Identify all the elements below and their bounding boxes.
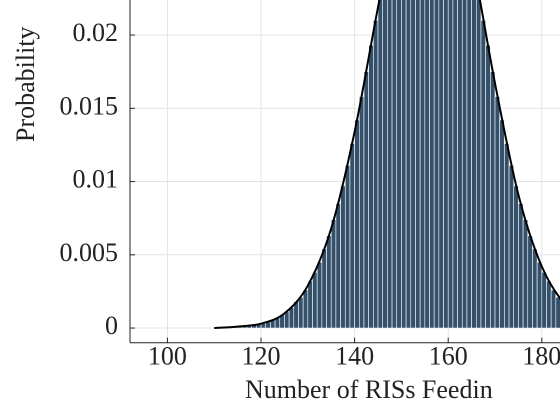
bar: [461, 0, 468, 329]
bar: [522, 219, 529, 329]
bar: [499, 119, 505, 329]
x-tick-label: 140: [335, 342, 374, 371]
y-tick-label: 0.01: [73, 165, 119, 194]
bar: [433, 0, 440, 329]
bar: [508, 165, 515, 329]
bar: [382, 0, 388, 329]
bar: [410, 0, 416, 329]
y-tick-label: 0: [105, 311, 118, 340]
x-tick-label: 180: [522, 342, 560, 371]
x-tick-label: 120: [242, 342, 281, 371]
bar: [349, 143, 355, 329]
axes-layer: 0 0.005 0.01 0.015 0.02 100 120 140 160 180: [60, 0, 560, 371]
bar: [387, 0, 393, 329]
bar: [377, 0, 383, 329]
bar: [415, 0, 421, 329]
bar: [490, 71, 496, 329]
x-axis-label: Number of RISs Feedin: [245, 375, 493, 404]
bar: [555, 296, 560, 329]
bar: [293, 301, 299, 329]
bar: [363, 71, 369, 329]
bar: [494, 96, 500, 329]
bar: [424, 0, 430, 329]
bar: [541, 272, 547, 329]
y-axis-label: Probability: [11, 26, 40, 142]
bar: [307, 280, 313, 329]
bar: [312, 272, 318, 329]
bar: [330, 219, 337, 329]
bar: [359, 96, 365, 329]
bar: [288, 307, 295, 329]
y-tick-label: 0.005: [60, 238, 119, 267]
bar: [457, 0, 463, 329]
bar: [513, 185, 519, 329]
y-tick-label: 0.02: [73, 18, 119, 47]
bar: [284, 311, 290, 329]
x-tick-label: 100: [148, 342, 187, 371]
bar: [326, 235, 332, 329]
marks-layer: [214, 0, 560, 330]
bar: [504, 143, 510, 329]
bar: [536, 261, 543, 329]
bar: [518, 203, 524, 329]
bar: [391, 0, 398, 329]
y-tick-label: 0.015: [60, 91, 119, 120]
bar: [429, 0, 435, 329]
bar: [485, 45, 491, 329]
bar: [373, 20, 379, 329]
bar: [443, 0, 449, 329]
bar: [419, 0, 426, 329]
bar: [302, 289, 309, 329]
bar: [316, 261, 323, 329]
bar: [471, 0, 477, 329]
bar: [344, 165, 351, 329]
bar: [546, 280, 552, 329]
bar: [466, 0, 472, 329]
x-tick-label: 160: [429, 342, 468, 371]
bar: [335, 203, 341, 329]
bar: [298, 296, 304, 329]
bar: [401, 0, 407, 329]
bar: [480, 20, 486, 329]
bar: [447, 0, 454, 329]
bar: [354, 119, 360, 329]
bar: [340, 185, 346, 329]
bar: [438, 0, 444, 329]
bar: [396, 0, 402, 329]
bar: [368, 45, 374, 329]
bar: [475, 0, 482, 329]
bar: [321, 248, 327, 329]
bar: [527, 235, 533, 329]
bar: [452, 0, 458, 329]
fit-curve: [214, 0, 560, 330]
bar: [405, 0, 412, 329]
bar: [550, 289, 557, 329]
bar: [532, 248, 538, 329]
